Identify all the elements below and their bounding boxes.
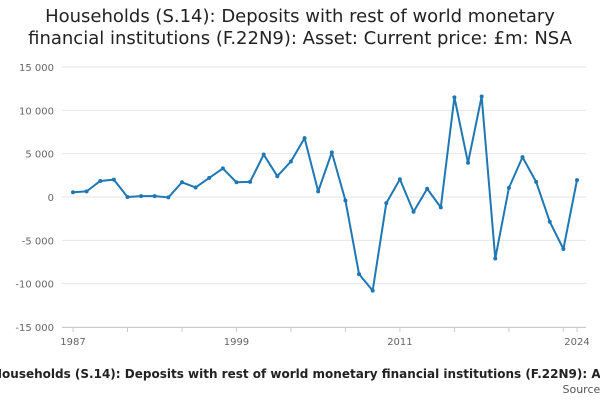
data-point[interactable] [302, 136, 307, 141]
data-point[interactable] [152, 194, 157, 199]
y-axis-ticks: 15 000 10 000 5 000 0 -5 000 -10 000 -15 000 [15, 63, 54, 334]
data-point[interactable] [179, 180, 184, 185]
data-point[interactable] [534, 179, 539, 184]
x-tick-label: 1999 [224, 337, 249, 348]
legend-entry-series: Households (S.14): Deposits with rest of… [0, 367, 600, 381]
x-tick-label: 1987 [60, 337, 85, 348]
chart-title: Households (S.14): Deposits with rest of… [0, 6, 600, 50]
y-tick-label: -5 000 [22, 236, 54, 247]
data-point[interactable] [125, 195, 130, 199]
data-point[interactable] [193, 185, 198, 190]
data-point[interactable] [84, 189, 89, 194]
data-point[interactable] [506, 185, 511, 190]
y-tick-label: 0 [48, 193, 54, 204]
data-point[interactable] [207, 175, 212, 180]
data-point[interactable] [316, 189, 321, 194]
data-point[interactable] [479, 94, 484, 99]
y-tick-label: -10 000 [15, 280, 54, 291]
data-point[interactable] [98, 178, 103, 183]
data-point[interactable] [275, 174, 280, 179]
series-group [71, 94, 579, 293]
chart-title-line-1: Households (S.14): Deposits with rest of… [45, 6, 555, 27]
data-point[interactable] [329, 150, 334, 155]
data-point[interactable] [438, 205, 443, 210]
data-point[interactable] [547, 219, 552, 224]
data-point[interactable] [411, 209, 416, 214]
data-point[interactable] [220, 166, 225, 171]
x-tick-label: 2011 [387, 337, 412, 348]
data-point[interactable] [575, 178, 579, 183]
legend: Households (S.14): Deposits with rest of… [0, 367, 600, 381]
data-point[interactable] [111, 177, 116, 182]
chart-title-line-2: financial institutions (F.22N9): Asset: … [28, 28, 572, 49]
data-point[interactable] [357, 272, 362, 277]
data-point[interactable] [71, 190, 75, 195]
data-point[interactable] [466, 160, 471, 165]
y-tick-label: 5 000 [25, 150, 54, 161]
data-point[interactable] [234, 180, 239, 185]
data-point[interactable] [288, 159, 293, 164]
data-point[interactable] [520, 155, 525, 160]
source-label: Source: [562, 383, 600, 396]
data-point[interactable] [384, 201, 389, 206]
data-point[interactable] [139, 194, 144, 199]
data-point[interactable] [248, 179, 253, 184]
y-tick-label: 10 000 [19, 106, 54, 117]
data-point[interactable] [166, 195, 171, 200]
data-point[interactable] [425, 186, 430, 191]
data-point[interactable] [397, 177, 402, 182]
data-point[interactable] [561, 247, 566, 251]
data-point[interactable] [370, 288, 375, 293]
data-point[interactable] [261, 152, 266, 157]
y-tick-label: -15 000 [15, 323, 54, 334]
series-line [72, 95, 578, 292]
x-tick-label: 2024 [564, 337, 589, 348]
data-point[interactable] [343, 198, 348, 203]
data-point[interactable] [452, 95, 457, 100]
y-tick-label: 15 000 [19, 63, 54, 74]
data-point[interactable] [493, 256, 498, 261]
x-axis: 1987 1999 2011 2024 [60, 327, 590, 348]
